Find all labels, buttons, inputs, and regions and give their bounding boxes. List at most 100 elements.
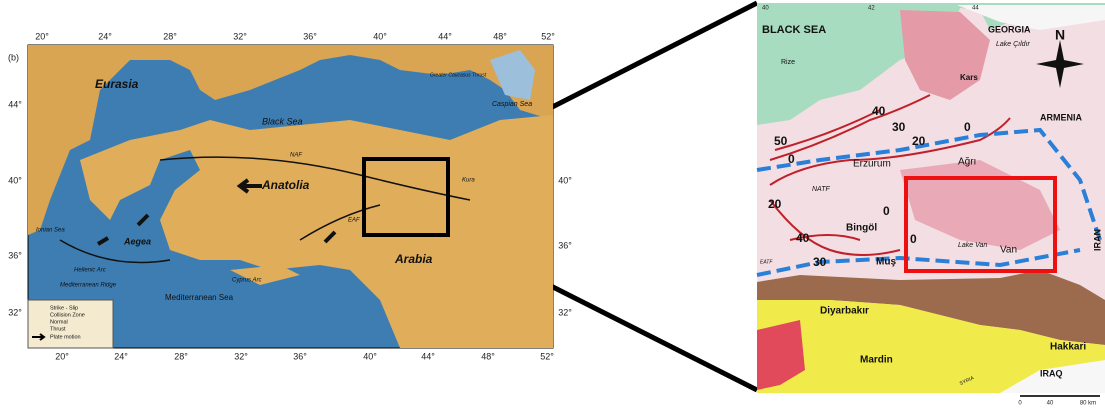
pontides xyxy=(757,3,1105,125)
contour-label: 0 xyxy=(910,232,917,246)
lon-tick-top: 24° xyxy=(98,31,112,41)
map-label: Aegea xyxy=(123,236,151,246)
place: Muş xyxy=(876,257,896,268)
plate-arrow xyxy=(136,213,150,227)
feature: EATF xyxy=(760,259,773,265)
lat-tick: 40° xyxy=(8,175,22,185)
country-label: IRAQ xyxy=(1040,368,1063,378)
contour-label: 20 xyxy=(768,197,782,211)
fault xyxy=(159,156,471,201)
lon-tick-bottom: 36° xyxy=(293,351,307,361)
red-unit xyxy=(757,320,805,390)
caspian xyxy=(490,50,535,100)
contour-label: 30 xyxy=(813,255,827,269)
map-label: Mediterranean Ridge xyxy=(60,283,117,289)
contour-label: 40 xyxy=(872,104,886,118)
scale-label: 80 km xyxy=(1080,401,1096,407)
lon-tick-top: 36° xyxy=(303,31,317,41)
scale-label: 0 xyxy=(1018,401,1022,407)
zoom-box xyxy=(362,157,450,237)
contour xyxy=(769,117,1011,186)
map-label: Greater Caucasus Thrust xyxy=(430,72,487,78)
contour xyxy=(774,109,881,151)
country-label: GEORGIA xyxy=(988,24,1031,34)
iraq xyxy=(1000,360,1105,393)
legend-arrow xyxy=(32,333,46,341)
map-label: Caspian Sea xyxy=(492,101,532,108)
grid-label: 42 xyxy=(868,6,875,12)
place: Kars xyxy=(960,73,978,82)
plate-arrow xyxy=(236,178,262,194)
panel-label: (b) xyxy=(8,52,19,62)
contour xyxy=(769,199,901,256)
contour-label: 40 xyxy=(796,231,810,245)
georgia xyxy=(957,5,1105,30)
lon-tick-bottom: 52° xyxy=(540,351,554,361)
grid-label: 44 xyxy=(972,6,979,12)
legend-item: Plate motion xyxy=(50,334,81,340)
lon-tick-bottom: 40° xyxy=(363,351,377,361)
map-label: NAF xyxy=(290,153,302,159)
place: Erzurum xyxy=(853,159,891,170)
lon-tick-top: 40° xyxy=(373,31,387,41)
lat-tick: 36° xyxy=(8,250,22,260)
lon-tick-top: 44° xyxy=(438,31,452,41)
map-label: Black Sea xyxy=(262,116,303,126)
suture xyxy=(756,248,1081,277)
right-map: N 40 42 44 BLACK SEA GEORGIA ARMENIA IRA… xyxy=(756,3,1105,407)
contour-label: 30 xyxy=(892,120,906,134)
lon-tick-bottom: 32° xyxy=(234,351,248,361)
left-map: (b) Strike - Slip Collision Zone Normal … xyxy=(8,31,572,361)
country-label: ARMENIA xyxy=(1040,112,1082,122)
study-area xyxy=(904,176,1057,273)
land-anatolia xyxy=(80,115,553,348)
lon-tick-bottom: 28° xyxy=(174,351,188,361)
map-label: Mediterranean Sea xyxy=(165,293,234,302)
lat-tick: 32° xyxy=(558,307,572,317)
feature: Lake Çıldır xyxy=(996,41,1031,48)
compass-n: N xyxy=(1055,27,1065,43)
lon-tick-top: 28° xyxy=(163,31,177,41)
place: Rize xyxy=(781,59,795,66)
map-label: Arabia xyxy=(394,252,433,266)
map-label: Ionian Sea xyxy=(36,228,65,234)
contour-label: 0 xyxy=(788,152,795,166)
map-label: Cyprus Arc xyxy=(232,278,261,284)
country-label: IRAN xyxy=(1092,229,1102,251)
place: Bingöl xyxy=(846,223,877,234)
scale-label: 40 xyxy=(1047,401,1054,407)
plate-arrow xyxy=(323,230,337,244)
lon-tick-top: 48° xyxy=(493,31,507,41)
lon-tick-bottom: 48° xyxy=(481,351,495,361)
lat-tick: 44° xyxy=(8,99,22,109)
lon-tick-bottom: 20° xyxy=(55,351,69,361)
place: Ağrı xyxy=(958,157,976,168)
arabian-platform xyxy=(757,300,1105,393)
grid-label: 40 xyxy=(762,6,769,12)
cyprus xyxy=(230,265,300,285)
map-label: Eurasia xyxy=(95,77,139,91)
lat-tick: 32° xyxy=(8,307,22,317)
place: Van xyxy=(1000,245,1017,256)
volcanics xyxy=(900,10,990,100)
map-label: Hellenic Arc xyxy=(74,268,106,274)
legend-item: Collision Zone xyxy=(50,312,85,318)
legend-item: Strike - Slip xyxy=(50,305,78,311)
contour-label: 0 xyxy=(964,120,971,134)
lon-tick-top: 20° xyxy=(35,31,49,41)
lon-tick-top: 52° xyxy=(541,31,555,41)
fault xyxy=(59,239,171,264)
place: Mardin xyxy=(860,355,893,366)
feature: NATF xyxy=(812,186,830,193)
contour xyxy=(789,234,861,241)
legend-item: Normal xyxy=(50,319,68,325)
volcanics xyxy=(900,160,1060,250)
compass-rose xyxy=(1036,40,1084,88)
sea-label: BLACK SEA xyxy=(762,24,826,36)
legend-box xyxy=(27,299,114,349)
contour-label: 20 xyxy=(912,134,926,148)
contour xyxy=(769,94,931,161)
place: Diyarbakır xyxy=(820,306,869,317)
map-label: Kura xyxy=(462,178,475,184)
